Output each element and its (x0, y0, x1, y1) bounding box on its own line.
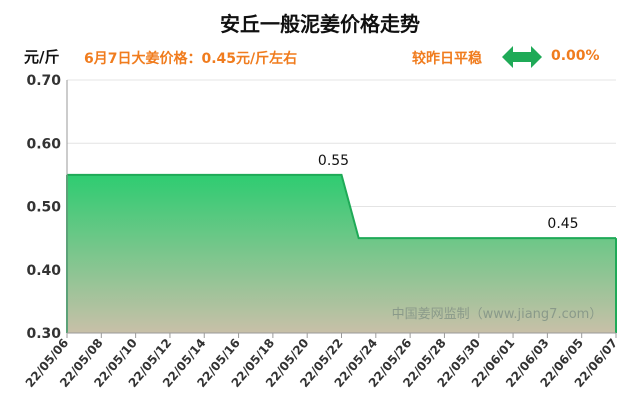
y-tick-label: 0.50 (26, 200, 61, 216)
double-arrow-icon (502, 46, 542, 68)
data-label: 0.55 (318, 153, 349, 169)
y-tick-label: 0.30 (26, 326, 61, 342)
y-tick-label: 0.40 (26, 263, 61, 279)
watermark-label: 中国姜网监制（www.jiang7.com） (392, 307, 603, 322)
price-line (67, 173, 616, 240)
chart-title: 安丘一般泥姜价格走势 (220, 12, 420, 36)
price-area (67, 174, 616, 333)
price-note: 6月7日大姜价格：0.45元/斤左右 (84, 51, 298, 67)
data-label: 0.45 (547, 216, 578, 232)
y-axis-unit: 元/斤 (24, 48, 60, 66)
y-tick-label: 0.60 (26, 136, 61, 152)
y-tick-label: 0.70 (26, 73, 61, 89)
compare-label: 较昨日平稳 (412, 51, 482, 67)
change-value: 0.00% (551, 48, 600, 64)
